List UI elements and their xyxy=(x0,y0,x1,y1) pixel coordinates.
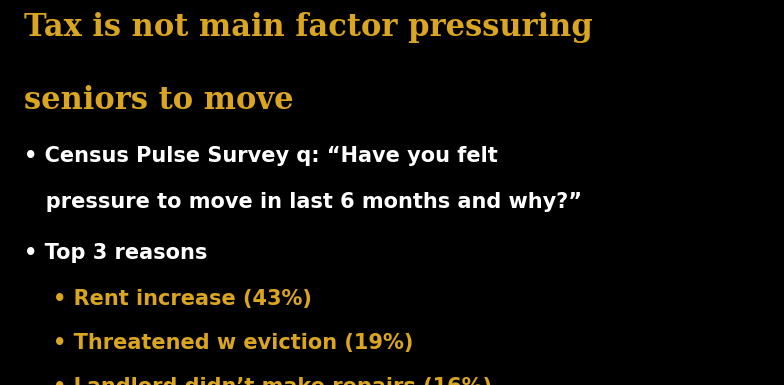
Text: Tax is not main factor pressuring: Tax is not main factor pressuring xyxy=(24,12,592,43)
Text: • Landlord didn’t make repairs (16%): • Landlord didn’t make repairs (16%) xyxy=(24,377,492,385)
Text: • Threatened w eviction (19%): • Threatened w eviction (19%) xyxy=(24,333,413,353)
Text: pressure to move in last 6 months and why?”: pressure to move in last 6 months and wh… xyxy=(24,192,582,213)
Text: • Rent increase (43%): • Rent increase (43%) xyxy=(24,289,311,309)
Text: • Census Pulse Survey q: “Have you felt: • Census Pulse Survey q: “Have you felt xyxy=(24,146,497,166)
Text: seniors to move: seniors to move xyxy=(24,85,293,116)
Text: • Top 3 reasons: • Top 3 reasons xyxy=(24,243,207,263)
